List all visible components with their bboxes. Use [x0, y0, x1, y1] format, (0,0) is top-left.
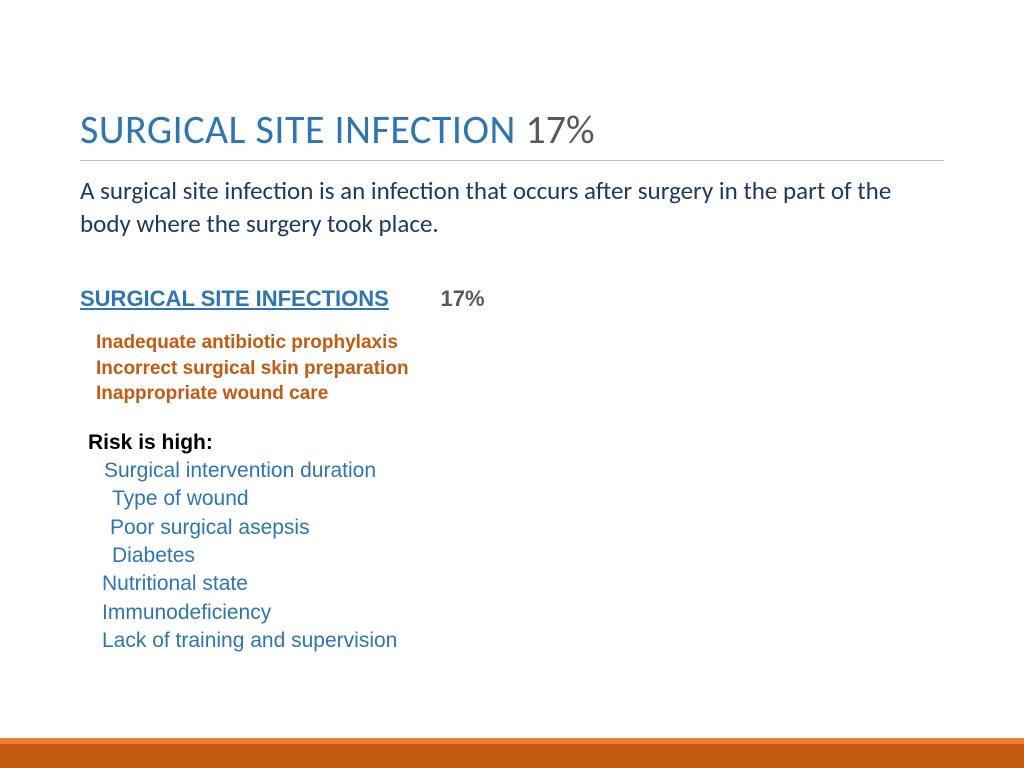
list-item: Diabetes — [112, 542, 944, 570]
risk-list: Surgical intervention duration Type of w… — [100, 457, 944, 655]
list-item: Lack of training and supervision — [102, 627, 944, 655]
slide: SURGICAL SITE INFECTION 17% A surgical s… — [0, 0, 1024, 768]
list-item: Inappropriate wound care — [96, 381, 944, 407]
list-item: Poor surgical asepsis — [110, 514, 944, 542]
slide-title-percent: 17% — [525, 105, 594, 154]
causes-list: Inadequate antibiotic prophylaxis Incorr… — [96, 330, 944, 407]
subheading-percent: 17% — [440, 286, 484, 312]
content-area: SURGICAL SITE INFECTION 17% A surgical s… — [0, 0, 1024, 655]
list-item: Type of wound — [112, 485, 944, 513]
list-item: Incorrect surgical skin preparation — [96, 356, 944, 382]
risk-heading: Risk is high: — [88, 431, 944, 455]
list-item: Nutritional state — [102, 570, 944, 598]
footer-main-stripe — [0, 744, 1024, 768]
list-item: Surgical intervention duration — [104, 457, 944, 485]
definition-text: A surgical site infection is an infectio… — [80, 175, 944, 240]
subheading-label: SURGICAL SITE INFECTIONS — [80, 286, 389, 312]
footer-bar — [0, 738, 1024, 768]
title-row: SURGICAL SITE INFECTION 17% — [80, 105, 944, 161]
subheading-row: SURGICAL SITE INFECTIONS 17% — [80, 286, 944, 312]
list-item: Immunodeficiency — [102, 599, 944, 627]
slide-title: SURGICAL SITE INFECTION — [80, 105, 516, 154]
list-item: Inadequate antibiotic prophylaxis — [96, 330, 944, 356]
